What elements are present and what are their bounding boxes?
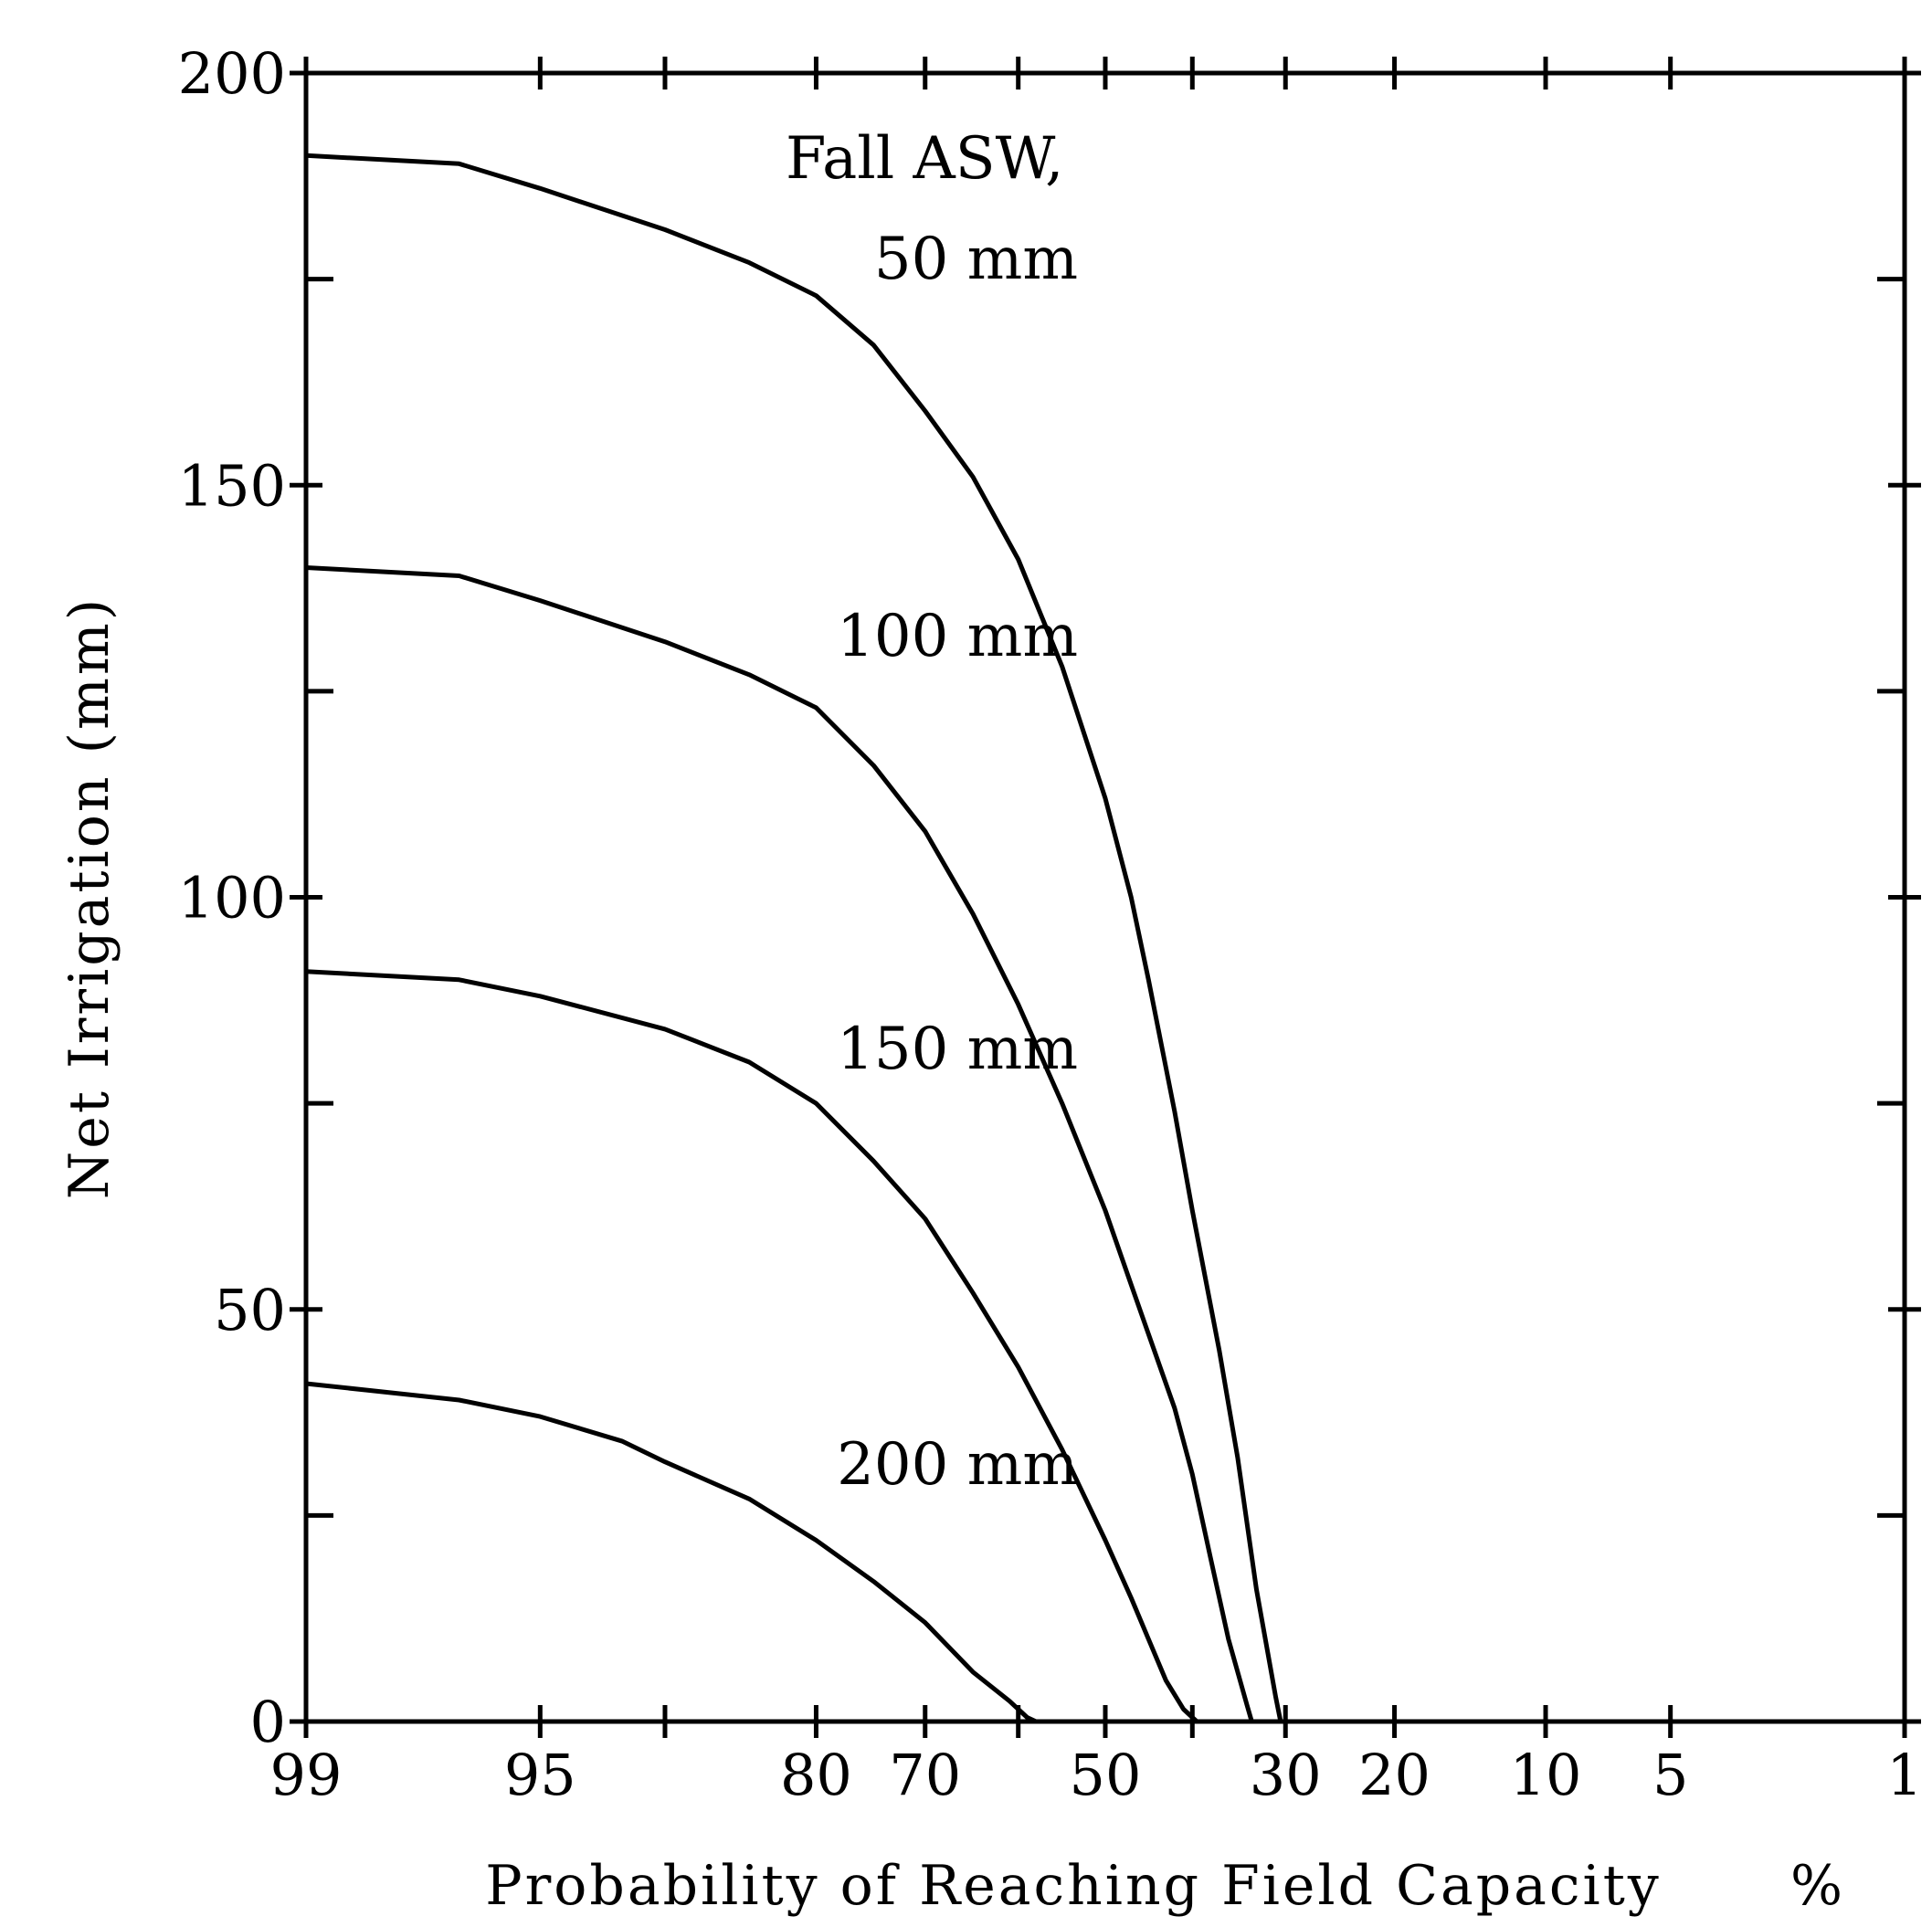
series-label: 150 mm bbox=[837, 1016, 1078, 1083]
x-tick-label: 99 bbox=[270, 1742, 343, 1808]
x-tick-label: 20 bbox=[1358, 1742, 1431, 1808]
plot-frame bbox=[303, 70, 1907, 1724]
x-tick-label: 70 bbox=[889, 1742, 961, 1808]
y-axis-title: Net Irrigation (mm) bbox=[58, 596, 121, 1199]
x-tick-label: 95 bbox=[504, 1742, 576, 1808]
series-labels: 50 mm 100 mm 150 mm 200 mm bbox=[837, 226, 1078, 1499]
series-curve bbox=[303, 153, 1283, 1724]
series-label: 50 mm bbox=[874, 226, 1078, 293]
annotation-fall-asw: Fall ASW, bbox=[786, 125, 1064, 193]
x-tick-label: 50 bbox=[1070, 1742, 1142, 1808]
series-curve bbox=[303, 1381, 1039, 1724]
x-tick-label: 1 bbox=[1886, 1742, 1922, 1808]
y-tick-label: 50 bbox=[214, 1277, 286, 1343]
series-curve bbox=[303, 565, 1254, 1724]
series-label: 100 mm bbox=[837, 603, 1078, 670]
y-tick-label: 200 bbox=[178, 40, 286, 107]
series-label: 200 mm bbox=[837, 1431, 1078, 1499]
y-tick-label: 100 bbox=[178, 865, 286, 932]
tick-marks bbox=[290, 57, 1921, 1738]
x-tick-label: 80 bbox=[780, 1742, 852, 1808]
x-tick-label: 5 bbox=[1652, 1742, 1688, 1808]
x-tick-label: 30 bbox=[1250, 1742, 1322, 1808]
x-axis-title: Probability of Reaching Field Capacity bbox=[485, 1854, 1662, 1918]
y-tick-labels: 0 50 100 150 200 bbox=[178, 40, 286, 1755]
y-tick-label: 150 bbox=[178, 452, 286, 519]
y-tick-label: 0 bbox=[250, 1689, 286, 1755]
x-axis-unit: % bbox=[1790, 1854, 1845, 1918]
series-curve bbox=[303, 969, 1199, 1724]
x-tick-labels: 99 95 80 70 50 30 20 10 5 1 bbox=[270, 1742, 1923, 1808]
x-tick-label: 10 bbox=[1510, 1742, 1582, 1808]
series-curves bbox=[303, 153, 1283, 1724]
